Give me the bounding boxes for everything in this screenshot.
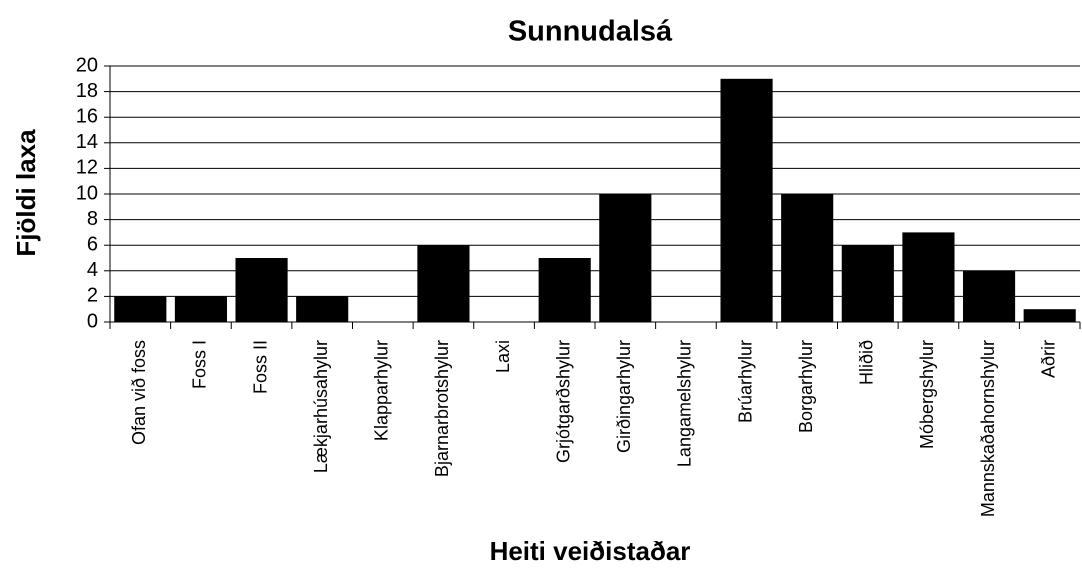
- x-tick-label: Aðrir: [1038, 340, 1058, 378]
- y-tick-label: 0: [87, 310, 98, 332]
- bar: [962, 270, 1016, 322]
- y-tick-label: 10: [76, 182, 98, 204]
- y-axis-label: Fjöldi laxa: [11, 129, 41, 257]
- bar: [296, 296, 349, 322]
- y-tick-label: 18: [76, 80, 98, 102]
- x-tick-label: Hliðið: [857, 340, 877, 385]
- x-tick-label: Laxi: [493, 340, 513, 373]
- x-tick-label: Mannskaðahornshylur: [978, 340, 998, 517]
- y-tick-label: 2: [87, 285, 98, 307]
- y-tick-label: 4: [87, 259, 98, 281]
- y-tick-label: 8: [87, 208, 98, 230]
- x-tick-label: Foss II: [250, 340, 270, 394]
- x-tick-label: Brúarhylur: [735, 340, 755, 423]
- x-tick-label: Girðingarhylur: [614, 340, 634, 453]
- y-tick-label: 14: [76, 131, 98, 153]
- x-tick-label: Borgarhylur: [796, 340, 816, 433]
- x-axis-label: Heiti veiðistaðar: [490, 536, 691, 566]
- bar: [114, 296, 167, 322]
- bar: [902, 232, 955, 322]
- bar: [417, 245, 470, 322]
- x-tick-label: Grjótgarðshylur: [553, 340, 573, 463]
- bar: [599, 194, 652, 322]
- x-tick-label: Móbergshylur: [917, 340, 937, 449]
- x-tick-label: Lækjarhúsahylur: [311, 340, 331, 473]
- y-tick-label: 6: [87, 233, 98, 255]
- y-tick-label: 16: [76, 105, 98, 127]
- bar: [720, 78, 773, 322]
- y-tick-label: 20: [76, 54, 98, 76]
- bar: [781, 194, 834, 322]
- chart-title: Sunnudalsá: [508, 16, 673, 48]
- bar: [538, 258, 591, 322]
- x-tick-label: Klapparhylur: [372, 340, 392, 441]
- x-tick-label: Ofan við foss: [129, 340, 149, 445]
- bar: [841, 245, 894, 322]
- x-tick-label: Bjarnarbrotshylur: [432, 340, 452, 477]
- bar: [174, 296, 228, 322]
- bar: [1023, 309, 1076, 322]
- y-tick-label: 12: [76, 157, 98, 179]
- x-tick-label: Langamelshylur: [675, 340, 695, 467]
- x-tick-label: Foss I: [190, 340, 210, 389]
- bar: [235, 258, 288, 322]
